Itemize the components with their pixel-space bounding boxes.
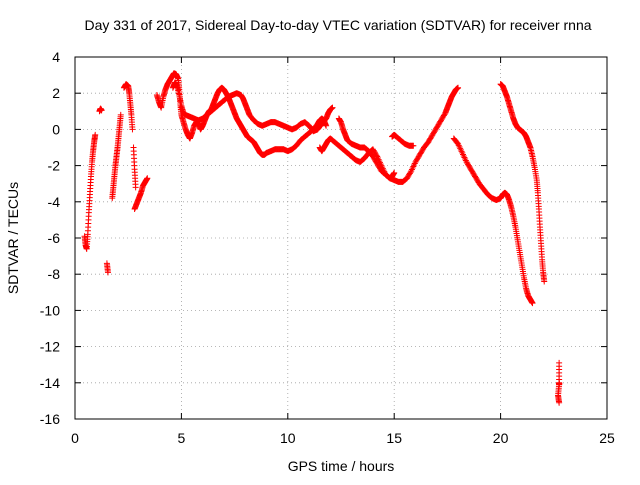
x-tick-label: 5 xyxy=(178,430,186,446)
x-tick-label: 20 xyxy=(493,430,509,446)
data-point xyxy=(407,169,414,176)
chart-points xyxy=(81,70,563,406)
y-tick-label: -6 xyxy=(48,230,61,246)
y-tick-label: 0 xyxy=(52,121,60,137)
y-tick-label: -16 xyxy=(40,411,60,427)
data-point xyxy=(98,107,105,114)
data-point xyxy=(117,111,124,118)
data-point xyxy=(529,300,536,307)
data-point xyxy=(556,399,563,406)
data-point xyxy=(323,122,330,129)
chart-title: Day 331 of 2017, Sidereal Day-to-day VTE… xyxy=(84,17,591,33)
data-point xyxy=(455,84,462,91)
chart-ticks: 0 5 10 15 20 25 -16 -14 -12 -10 -8 -6 -4 -2 0 2 4 xyxy=(40,49,615,446)
data-point xyxy=(541,278,548,285)
y-tick-label: -4 xyxy=(48,194,61,210)
y-tick-label: -14 xyxy=(40,375,60,391)
x-tick-label: 10 xyxy=(280,430,296,446)
x-axis-label: GPS time / hours xyxy=(288,458,395,474)
x-tick-label: 15 xyxy=(386,430,402,446)
y-tick-label: -10 xyxy=(40,302,60,318)
y-axis-label: SDTVAR / TECUs xyxy=(5,182,21,294)
y-tick-label: -12 xyxy=(40,339,60,355)
data-point xyxy=(129,126,136,133)
y-tick-label: -8 xyxy=(48,266,61,282)
data-point xyxy=(144,175,151,182)
y-tick-label: 2 xyxy=(52,85,60,101)
data-point xyxy=(329,104,336,111)
data-point xyxy=(92,131,99,138)
x-tick-label: 0 xyxy=(71,430,79,446)
y-tick-label: -2 xyxy=(48,158,61,174)
y-tick-label: 4 xyxy=(52,49,60,65)
x-tick-label: 25 xyxy=(599,430,615,446)
data-point xyxy=(391,169,398,176)
data-point xyxy=(104,269,111,276)
data-point xyxy=(132,184,139,191)
data-point xyxy=(410,142,417,149)
